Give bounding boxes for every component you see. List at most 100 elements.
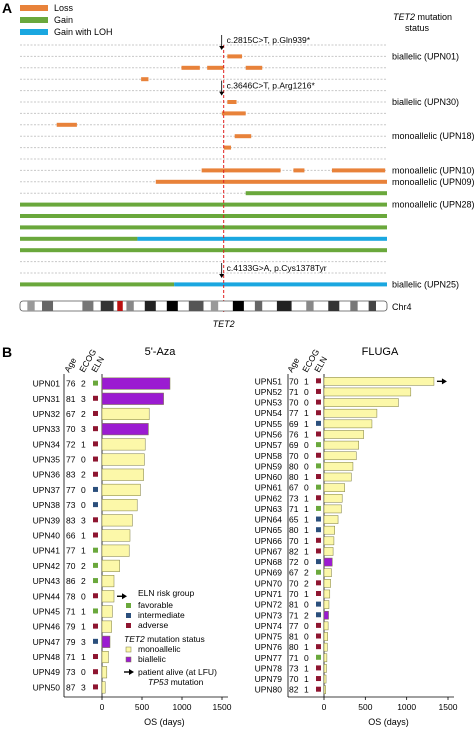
alive-arrowhead-UPN44 xyxy=(122,593,127,600)
patient-age-UPN55: 69 xyxy=(289,419,299,429)
x-tick-label-aza-2: 1000 xyxy=(173,702,192,712)
status-label-1: biallelic (UPN30) xyxy=(392,97,459,107)
os-bar-UPN80 xyxy=(323,685,326,694)
os-bar-UPN61 xyxy=(323,483,345,492)
column-header-fluga-0: Age xyxy=(285,356,301,374)
chromosome-band-6 xyxy=(144,301,156,311)
os-bar-UPN33 xyxy=(101,423,149,436)
patient-id-UPN46: UPN46 xyxy=(33,622,61,632)
patient-ecog-UPN41: 1 xyxy=(81,546,86,556)
patient-eln-UPN67 xyxy=(316,548,321,554)
panel-label-a: A xyxy=(2,0,12,16)
patient-id-UPN45: UPN45 xyxy=(33,606,61,616)
patient-age-UPN37: 77 xyxy=(66,485,76,495)
os-bar-UPN66 xyxy=(323,536,335,546)
patient-age-UPN73: 71 xyxy=(289,610,299,620)
patient-eln-UPN68 xyxy=(316,559,321,565)
patient-eln-UPN58 xyxy=(316,452,321,458)
patient-id-UPN38: UPN38 xyxy=(33,500,61,510)
x-tick-label-fluga-2: 1000 xyxy=(397,702,416,712)
x-tick-label-aza-3: 1500 xyxy=(213,702,232,712)
patient-age-UPN33: 70 xyxy=(66,424,76,434)
panel-label-b: B xyxy=(2,344,12,360)
patient-age-UPN74: 77 xyxy=(289,621,299,631)
x-axis-label-fluga: OS (days) xyxy=(368,717,409,727)
patient-ecog-UPN75: 0 xyxy=(304,632,309,642)
mutation-label-2: c.4133G>A, p.Cys1378Tyr xyxy=(227,263,327,273)
mutation-arrowhead-0 xyxy=(219,46,225,50)
patient-ecog-UPN55: 1 xyxy=(304,419,309,429)
os-bar-UPN63 xyxy=(323,504,342,514)
patient-age-UPN41: 77 xyxy=(66,546,76,556)
segment-gain-13-0 xyxy=(245,191,387,196)
tet2-legend-swatch-1 xyxy=(125,656,132,663)
patient-id-UPN44: UPN44 xyxy=(33,591,61,601)
patient-id-UPN36: UPN36 xyxy=(33,470,61,480)
patient-id-UPN62: UPN62 xyxy=(255,493,283,503)
chromosome-band-12 xyxy=(276,301,292,311)
tet2-legend-swatch-0 xyxy=(125,646,132,653)
segment-gain_loh-21-1 xyxy=(174,282,387,287)
patient-ecog-UPN44: 0 xyxy=(81,591,86,601)
segment-loss-12-0 xyxy=(155,179,387,184)
patient-id-UPN61: UPN61 xyxy=(255,483,283,493)
status-header-rest: mutation xyxy=(415,12,452,22)
patient-ecog-UPN54: 1 xyxy=(304,408,309,418)
patient-ecog-UPN61: 0 xyxy=(304,483,309,493)
alive-legend-arrowhead xyxy=(129,669,134,675)
patient-ecog-UPN37: 0 xyxy=(81,485,86,495)
patient-eln-UPN48 xyxy=(93,654,98,660)
patient-ecog-UPN35: 0 xyxy=(81,455,86,465)
patient-age-UPN44: 78 xyxy=(66,591,76,601)
patient-ecog-UPN80: 1 xyxy=(304,685,309,695)
patient-eln-UPN54 xyxy=(316,410,321,416)
os-bar-UPN56 xyxy=(323,430,364,439)
segment-loss-2-0 xyxy=(181,65,200,70)
patient-eln-UPN70 xyxy=(316,580,321,586)
patient-eln-UPN34 xyxy=(93,441,98,447)
patient-age-UPN48: 71 xyxy=(66,652,76,662)
tet2-legend-rest: mutation status xyxy=(145,634,205,644)
status-header-line1: TET2 mutation xyxy=(393,12,452,22)
legend-label-0: Loss xyxy=(54,3,74,13)
patient-ecog-UPN31: 3 xyxy=(81,394,86,404)
segment-gain-18-0 xyxy=(20,248,387,253)
patient-ecog-UPN67: 1 xyxy=(304,546,309,556)
os-bar-UPN46 xyxy=(101,620,112,633)
patient-eln-UPN40 xyxy=(93,532,98,538)
patient-age-UPN54: 77 xyxy=(289,408,299,418)
patient-ecog-UPN56: 1 xyxy=(304,429,309,439)
patient-id-UPN80: UPN80 xyxy=(255,685,283,695)
segment-loss-11-2 xyxy=(331,168,386,173)
patient-age-UPN62: 73 xyxy=(289,493,299,503)
patient-id-UPN77: UPN77 xyxy=(255,653,283,663)
patient-age-UPN50: 87 xyxy=(66,682,76,692)
os-bar-UPN59 xyxy=(323,462,354,471)
patient-id-UPN41: UPN41 xyxy=(33,546,61,556)
patient-age-UPN38: 73 xyxy=(66,500,76,510)
patient-age-UPN58: 70 xyxy=(289,451,299,461)
patient-id-UPN42: UPN42 xyxy=(33,561,61,571)
patient-age-UPN64: 65 xyxy=(289,515,299,525)
patient-id-UPN58: UPN58 xyxy=(255,451,283,461)
os-bar-UPN53 xyxy=(323,398,399,407)
patient-id-UPN66: UPN66 xyxy=(255,536,283,546)
patient-age-UPN65: 80 xyxy=(289,525,299,535)
eln-legend-label-1: intermediate xyxy=(138,610,185,620)
chromosome-label: Chr4 xyxy=(392,302,412,312)
patient-ecog-UPN40: 1 xyxy=(81,531,86,541)
patient-age-UPN71: 70 xyxy=(289,589,299,599)
patient-id-UPN57: UPN57 xyxy=(255,440,283,450)
patient-id-UPN39: UPN39 xyxy=(33,515,61,525)
chromosome-band-9 xyxy=(210,301,219,311)
patient-age-UPN63: 71 xyxy=(289,504,299,514)
tet2-legend-label-1: biallelic xyxy=(138,654,167,664)
patient-ecog-UPN77: 0 xyxy=(304,653,309,663)
alive-arrowhead-UPN51 xyxy=(441,378,447,385)
patient-age-UPN72: 81 xyxy=(289,600,299,610)
patient-ecog-UPN48: 1 xyxy=(81,652,86,662)
legend-label-2: Gain with LOH xyxy=(54,27,113,37)
patient-age-UPN79: 70 xyxy=(289,674,299,684)
os-bar-UPN42 xyxy=(101,559,120,572)
patient-eln-UPN80 xyxy=(316,686,321,692)
